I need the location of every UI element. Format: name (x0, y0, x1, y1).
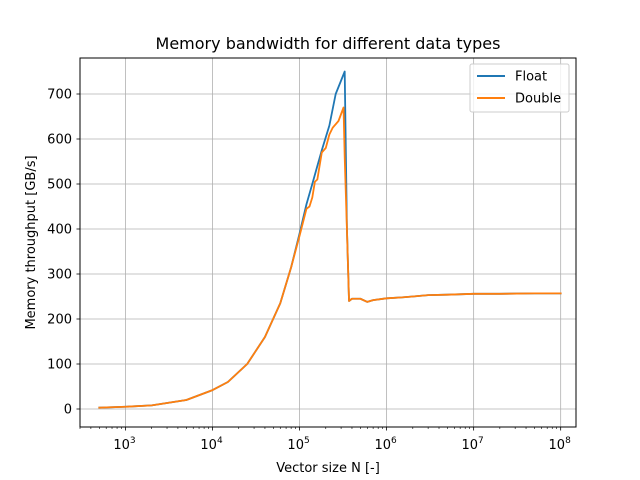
y-tick-label: 200 (47, 313, 72, 328)
y-tick-label: 300 (47, 268, 72, 283)
x-tick-label: 105 (287, 436, 309, 453)
x-tick-label: 104 (200, 436, 223, 453)
y-axis-title: Memory throughput [GB/s] (24, 155, 39, 329)
y-tick-label: 500 (47, 178, 72, 193)
x-tick-label: 108 (549, 436, 572, 453)
plot-area-frame (79, 57, 577, 428)
chart-title: Memory bandwidth for different data type… (156, 34, 501, 53)
x-axis-title: Vector size N [-] (276, 461, 380, 476)
x-tick-label: 107 (462, 436, 484, 453)
x-tick-label: 106 (374, 436, 397, 453)
y-tick-label: 100 (47, 358, 72, 373)
y-tick-label: 700 (47, 88, 72, 103)
y-tick-label: 0 (64, 403, 72, 418)
series-line-double (98, 106, 562, 409)
x-tick-label: 103 (113, 436, 135, 453)
axis-ticks: 103 104 105 106 107 108 0 100 200 300 400 500 600 700 (47, 88, 571, 454)
legend: Float Double (469, 63, 570, 113)
y-tick-label: 600 (47, 133, 72, 148)
y-tick-label: 400 (47, 223, 72, 238)
grid (80, 58, 576, 427)
legend-label-float: Float (515, 70, 547, 85)
series-lines (98, 70, 562, 409)
legend-label-double: Double (515, 92, 561, 107)
